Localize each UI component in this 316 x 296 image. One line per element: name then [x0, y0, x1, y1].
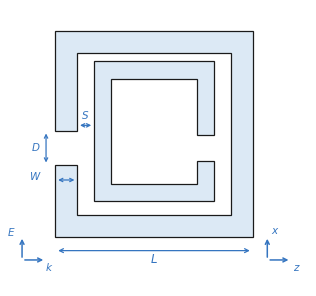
Text: S: S: [82, 111, 89, 121]
Text: W: W: [30, 172, 40, 182]
Bar: [55, 31, 252, 53]
Bar: [197, 161, 214, 201]
Text: L: L: [151, 253, 157, 266]
Bar: [55, 215, 252, 237]
Text: x: x: [271, 226, 277, 236]
Bar: [77, 53, 231, 215]
Bar: [231, 31, 252, 237]
Text: z: z: [293, 263, 298, 273]
Text: D: D: [31, 143, 40, 153]
Text: k: k: [46, 263, 52, 273]
Text: E: E: [8, 228, 15, 238]
Bar: [94, 184, 214, 201]
Bar: [55, 31, 77, 131]
Bar: [94, 61, 214, 79]
Bar: [55, 165, 77, 237]
Bar: [94, 61, 111, 201]
Bar: [111, 79, 197, 184]
Bar: [197, 61, 214, 135]
